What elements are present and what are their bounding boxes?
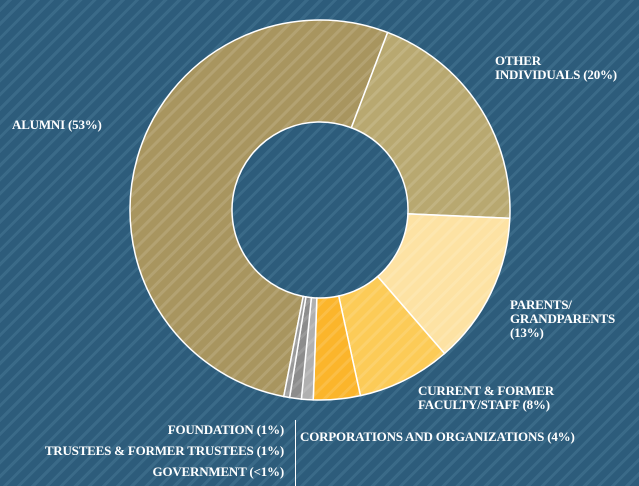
value-label: (13%) — [510, 325, 544, 340]
category-name: CORPORATIONS AND ORGANIZATIONS — [300, 429, 545, 444]
category-name: OTHER INDIVIDUALS — [495, 53, 581, 82]
value-label: (53%) — [68, 117, 102, 132]
slice-label: PARENTS/ GRANDPARENTS (13%) — [510, 298, 620, 340]
category-name: PARENTS/ GRANDPARENTS — [510, 297, 615, 326]
slice-label: TRUSTEES & FORMER TRUSTEES (1%) — [45, 444, 284, 458]
slice-label: CURRENT & FORMER FACULTY/STAFF (8%) — [418, 384, 588, 412]
value-label: (1%) — [256, 422, 285, 437]
category-name: ALUMNI — [12, 117, 65, 132]
category-name: GOVERNMENT — [152, 464, 247, 479]
value-label: (20%) — [583, 67, 617, 82]
slice-label: CORPORATIONS AND ORGANIZATIONS (4%) — [300, 430, 575, 444]
slice-label: OTHER INDIVIDUALS (20%) — [495, 54, 625, 82]
separator — [295, 420, 296, 486]
slice-label: GOVERNMENT (<1%) — [152, 464, 285, 479]
value-label: (<1%) — [249, 464, 284, 479]
value-label: (1%) — [256, 443, 285, 458]
value-label: (8%) — [522, 397, 550, 412]
category-name: CURRENT & FORMER FACULTY/STAFF — [418, 383, 554, 412]
category-name: FOUNDATION — [167, 422, 254, 437]
category-name: TRUSTEES & FORMER TRUSTEES — [44, 443, 254, 458]
value-label: (4%) — [547, 429, 575, 444]
slice-label: FOUNDATION (1%) — [168, 423, 284, 437]
slice-label: ALUMNI (53%) — [12, 118, 102, 132]
